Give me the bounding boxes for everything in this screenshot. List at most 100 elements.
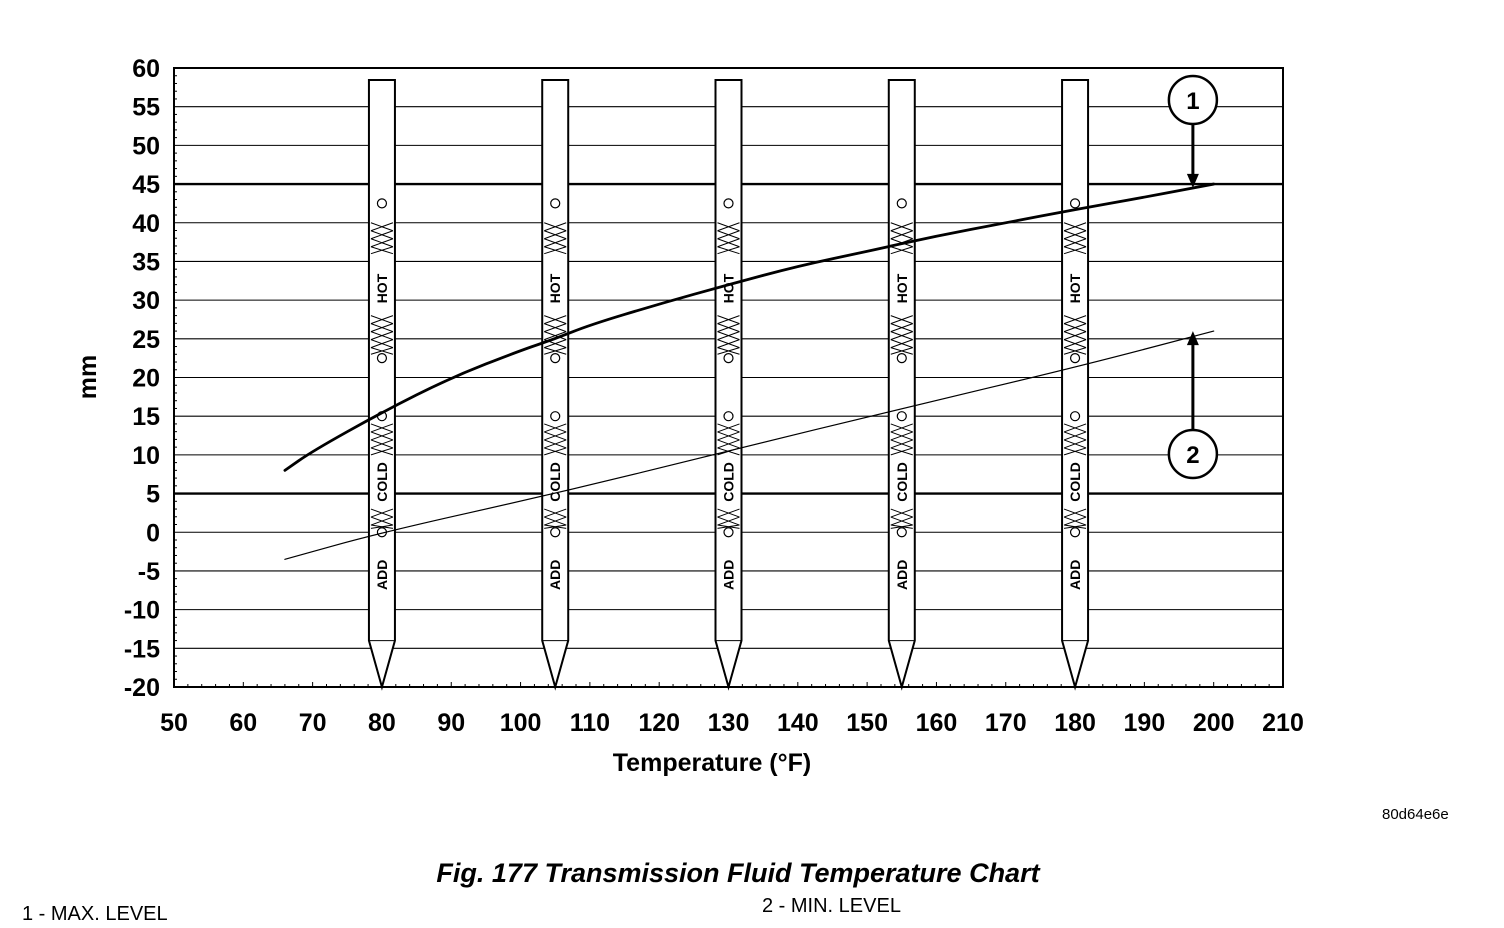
x-tick-label-70: 70: [299, 709, 327, 737]
x-tick-label-200: 200: [1193, 709, 1235, 737]
dipstick-hole: [550, 198, 561, 209]
x-tick-label-210: 210: [1262, 709, 1304, 737]
y-tick-label-40: 40: [132, 210, 160, 238]
dipstick-80: HOT COLD ADD: [367, 79, 396, 691]
dipstick-outline: [541, 79, 570, 691]
cold-hatch-upper: [890, 423, 913, 456]
plot-frame: [173, 67, 1284, 688]
callout-2-circle: [1167, 428, 1219, 480]
dipstick-hole: [1069, 198, 1081, 209]
y-tick-label-5: 5: [146, 481, 160, 509]
dipstick-hole: [1069, 353, 1081, 364]
callout-1-number: 1: [1186, 88, 1199, 115]
dipstick-hole: [376, 198, 388, 209]
dipstick-label-cold: COLD: [894, 462, 910, 502]
y-tick-label--20: -20: [124, 674, 160, 702]
dipstick-label-cold: COLD: [374, 462, 390, 502]
dipstick-hole: [896, 411, 907, 422]
y-tick-label--5: -5: [138, 558, 160, 586]
callout-2-arrowhead: [1186, 331, 1199, 346]
y-tick-label-25: 25: [132, 326, 160, 354]
dipstick-hole: [723, 198, 734, 209]
y-tick-label-10: 10: [132, 442, 160, 470]
y-tick-label-30: 30: [132, 287, 160, 315]
dipstick-hole: [550, 353, 561, 364]
dipstick-label-add: ADD: [894, 560, 910, 590]
y-tick-label--15: -15: [124, 635, 160, 663]
dipstick-hole: [1069, 411, 1081, 422]
cold-hatch-lower: [370, 508, 394, 529]
x-tick-label-50: 50: [160, 709, 188, 737]
y-tick-label-50: 50: [132, 132, 160, 160]
y-tick-label-60: 60: [132, 55, 160, 83]
dipstick-illustrations: HOT COLD ADD HOT COLD ADD HOT COLD ADD HOT COLD ADD…: [367, 79, 1090, 691]
x-tick-label-150: 150: [846, 709, 888, 737]
x-tick-label-100: 100: [500, 709, 542, 737]
y-tick-label-45: 45: [132, 171, 160, 199]
cold-hatch-upper: [370, 423, 394, 456]
dipstick-hole: [1069, 527, 1081, 538]
dipstick-155: HOT COLD ADD: [887, 79, 916, 691]
y-tick-label-55: 55: [132, 94, 160, 122]
callout-2-number: 2: [1186, 442, 1199, 469]
dipstick-label-hot: HOT: [547, 273, 563, 303]
dipstick-label-hot: HOT: [721, 273, 737, 303]
dipstick-hole: [896, 353, 907, 364]
dipstick-hole: [723, 411, 734, 422]
series-line-2: [284, 330, 1215, 560]
hot-hatch-lower: [544, 315, 567, 355]
dipstick-hole: [723, 353, 734, 364]
callout-2: 2: [1167, 331, 1219, 480]
legend-max-level: 1 - MAX. LEVEL: [22, 903, 168, 925]
callout-1: 1: [1167, 74, 1219, 188]
hot-hatch-lower: [890, 315, 913, 355]
hot-hatch-lower: [717, 315, 740, 355]
chart-series: [283, 182, 1216, 560]
hot-hatch-upper: [1063, 222, 1087, 255]
dipstick-label-add: ADD: [1067, 560, 1083, 590]
y-tick-label-35: 35: [132, 248, 160, 276]
dipstick-label-hot: HOT: [894, 273, 910, 303]
x-tick-label-180: 180: [1054, 709, 1096, 737]
cold-hatch-lower: [544, 508, 567, 529]
cold-hatch-upper: [544, 423, 567, 456]
dipstick-label-hot: HOT: [1067, 273, 1083, 303]
legend-min-level: 2 - MIN. LEVEL: [762, 895, 901, 917]
x-tick-label-170: 170: [985, 709, 1027, 737]
dipstick-outline: [714, 79, 743, 691]
hot-hatch-upper: [717, 222, 740, 255]
hot-hatch-lower: [1063, 315, 1087, 355]
x-tick-label-80: 80: [368, 709, 396, 737]
dipstick-outline: [887, 79, 916, 691]
dipstick-label-add: ADD: [547, 560, 563, 590]
x-tick-label-120: 120: [638, 709, 680, 737]
dipstick-label-cold: COLD: [721, 462, 737, 502]
series-line-1: [283, 182, 1216, 472]
figure-caption: Fig. 177 Transmission Fluid Temperature …: [436, 858, 1040, 888]
hot-hatch-upper: [370, 222, 394, 255]
plot-border: [173, 67, 1284, 688]
dipstick-label-cold: COLD: [1067, 462, 1083, 502]
dipstick-outline: [1061, 79, 1090, 691]
dipstick-hole: [723, 527, 734, 538]
dipstick-130: HOT COLD ADD: [714, 79, 743, 691]
cold-hatch-lower: [890, 508, 913, 529]
dipstick-label-hot: HOT: [374, 273, 390, 303]
dipstick-label-add: ADD: [374, 560, 390, 590]
dipstick-hole: [896, 527, 907, 538]
x-tick-label-160: 160: [916, 709, 958, 737]
dipstick-label-cold: COLD: [547, 462, 563, 502]
y-tick-label-0: 0: [146, 519, 160, 547]
hot-hatch-lower: [370, 315, 394, 355]
callouts: 12: [1167, 74, 1219, 480]
cold-hatch-upper: [1063, 423, 1087, 456]
x-tick-label-140: 140: [777, 709, 819, 737]
x-tick-label-90: 90: [437, 709, 465, 737]
y-tick-label-20: 20: [132, 365, 160, 393]
y-tick-label-15: 15: [132, 403, 160, 431]
callout-1-circle: [1167, 74, 1219, 126]
cold-hatch-lower: [717, 508, 740, 529]
dipstick-105: HOT COLD ADD: [541, 79, 570, 691]
